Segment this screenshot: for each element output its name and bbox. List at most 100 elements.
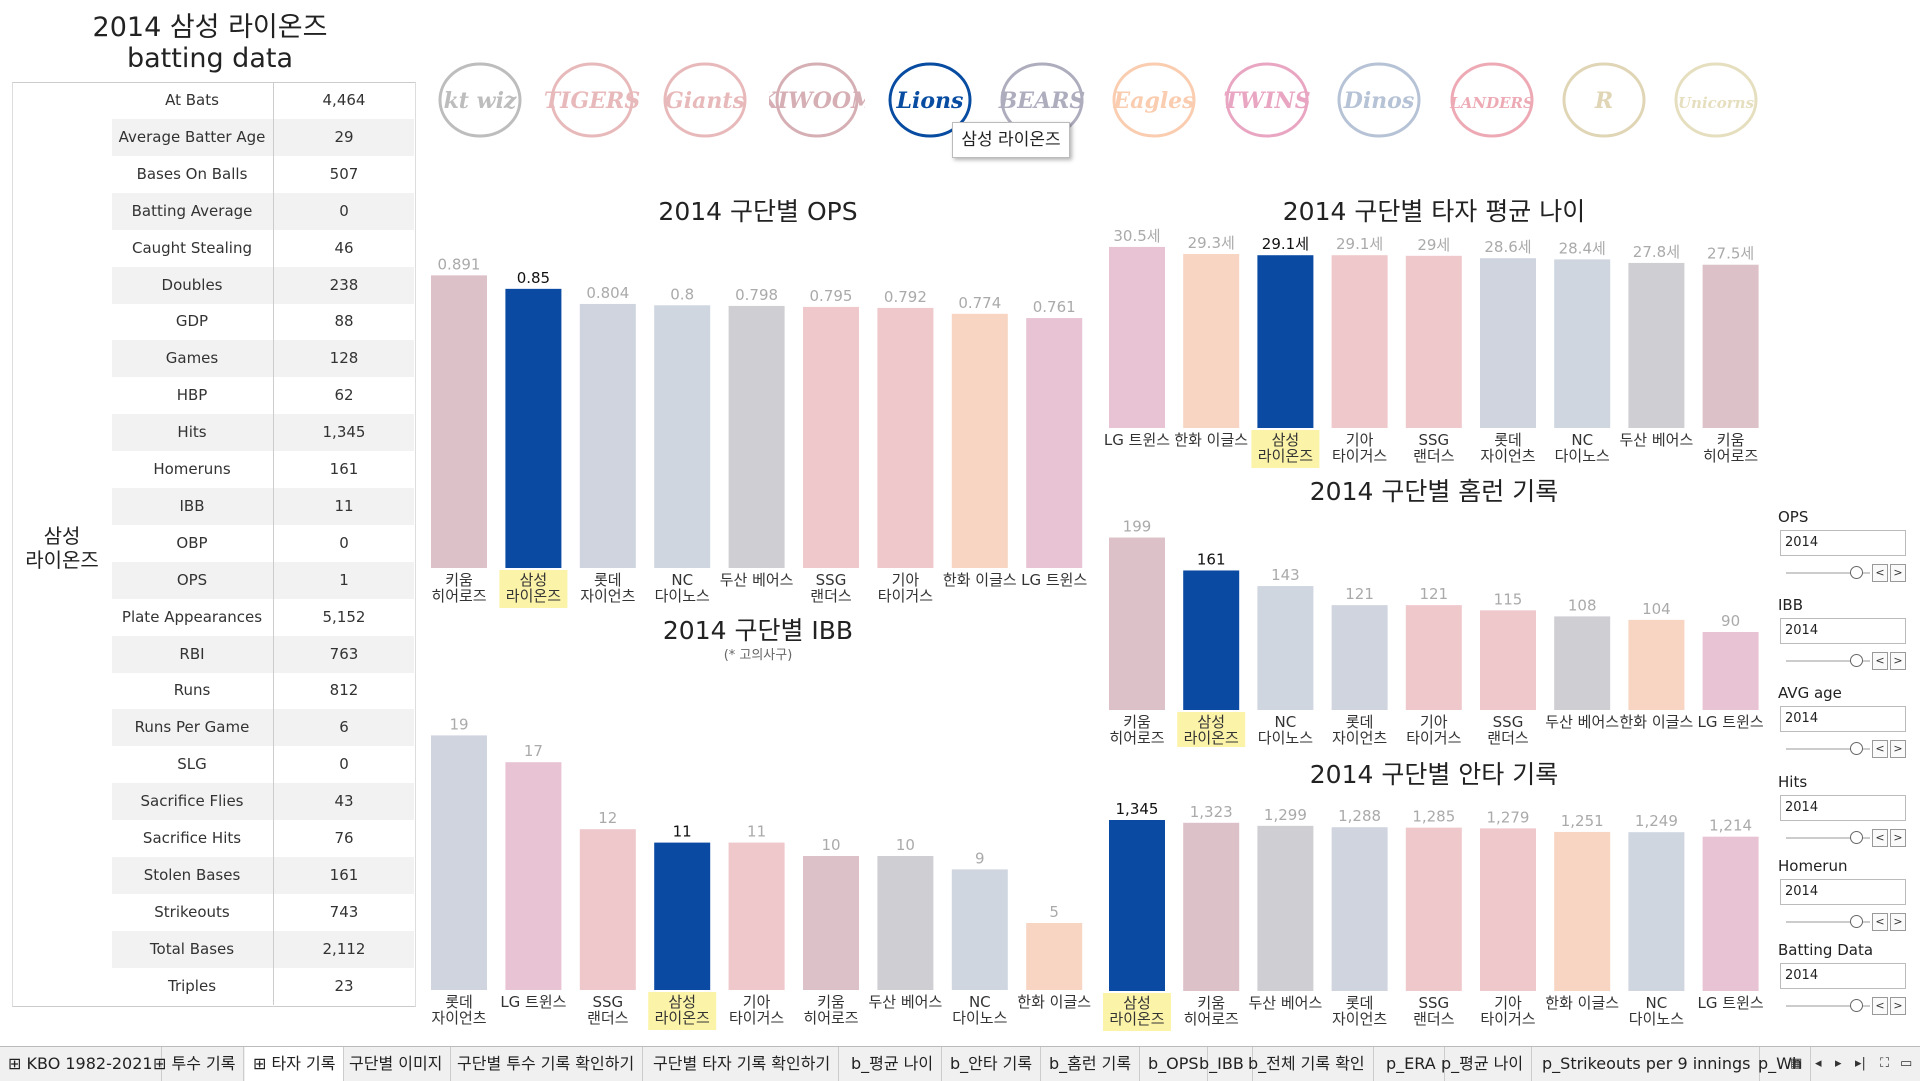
next-year-icon[interactable]: > [1890,740,1906,758]
bar[interactable] [1183,570,1240,710]
present-icon[interactable]: ▭ [1900,1056,1913,1071]
giants-logo[interactable]: Giants [657,56,753,146]
prev-year-icon[interactable]: < [1872,829,1888,847]
grid-view-icon[interactable]: ▦ [1790,1056,1803,1071]
sheet-tab[interactable]: p_평균 나이 [1433,1047,1533,1081]
bar[interactable] [1480,610,1536,710]
bar[interactable] [505,288,562,568]
bar[interactable] [1026,318,1083,568]
bar[interactable] [505,762,562,990]
sheet-tab[interactable]: ⊞ KBO 1982-2021 [0,1047,162,1081]
sheet-tab[interactable]: b_평균 나이 [843,1047,943,1081]
bar[interactable] [951,869,1008,990]
bar[interactable] [803,856,859,990]
filter-year-input[interactable]: 2014 [1780,618,1906,644]
bar[interactable] [1331,605,1388,710]
bar[interactable] [1405,827,1462,991]
bar[interactable] [1109,246,1165,428]
filter-year-input[interactable]: 2014 [1780,963,1906,989]
bar[interactable] [803,306,859,568]
slider-knob[interactable] [1850,654,1863,667]
bar[interactable] [1183,254,1240,428]
bar[interactable] [1628,619,1685,710]
kt-wiz-logo[interactable]: kt wiz [432,56,528,146]
year-slider[interactable]: < > [1778,562,1918,584]
sheet-tab[interactable]: p_ERA [1378,1047,1445,1081]
raiders-logo[interactable]: R [1556,56,1652,146]
bar[interactable] [1109,819,1165,991]
year-slider[interactable]: < > [1778,911,1918,933]
filter-year-input[interactable]: 2014 [1780,706,1906,732]
bar[interactable] [1554,616,1611,710]
bar[interactable] [877,856,934,990]
sheet-tab[interactable]: 구단별 타자 기록 확인하기 [645,1047,840,1081]
bar[interactable] [1702,632,1759,710]
bar[interactable] [1702,264,1759,428]
slider-knob[interactable] [1850,566,1863,579]
eagles-logo[interactable]: Eagles [1106,56,1202,146]
bar[interactable] [1405,255,1462,428]
next-year-icon[interactable]: > [1890,997,1906,1015]
year-slider[interactable]: < > [1778,738,1918,760]
sheet-tab[interactable]: 구단별 이미지 [341,1047,452,1081]
bar[interactable] [728,842,785,990]
bar[interactable] [1628,262,1685,428]
bar[interactable] [1257,586,1314,710]
bar[interactable] [579,303,636,568]
prev-year-icon[interactable]: < [1872,997,1888,1015]
bar[interactable] [1257,825,1314,991]
prev-year-icon[interactable]: < [1872,913,1888,931]
filter-year-input[interactable]: 2014 [1780,879,1906,905]
bar[interactable] [1109,537,1165,710]
year-slider[interactable]: < > [1778,995,1918,1017]
bar[interactable] [654,842,711,990]
prev-year-icon[interactable]: < [1872,564,1888,582]
prev-year-icon[interactable]: < [1872,740,1888,758]
bar[interactable] [654,305,711,568]
sheet-tab[interactable]: ⊞ 투수 기록 [145,1047,245,1081]
sheet-tab[interactable]: 구단별 투수 기록 확인하기 [449,1047,644,1081]
bar[interactable] [1554,831,1611,991]
sheet-tab[interactable]: p_Wh [1750,1047,1812,1081]
bears-logo[interactable]: BEARS [994,56,1090,146]
sheet-tab[interactable]: b_홈런 기록 [1041,1047,1141,1081]
bar[interactable] [877,307,934,568]
sheet-tab[interactable]: b_OPS [1140,1047,1208,1081]
slider-knob[interactable] [1850,999,1863,1012]
bar[interactable] [951,313,1008,568]
bar[interactable] [1480,258,1536,428]
sheet-tab[interactable]: b_안타 기록 [942,1047,1042,1081]
next-year-icon[interactable]: > [1890,829,1906,847]
bar[interactable] [1554,259,1611,428]
bar[interactable] [1702,836,1759,991]
prev-sheet-icon[interactable]: ◂ [1815,1056,1822,1071]
filter-year-input[interactable]: 2014 [1780,795,1906,821]
year-slider[interactable]: < > [1778,650,1918,672]
kiwoom-logo[interactable]: KIWOOM [769,56,865,146]
bar[interactable] [1331,255,1388,428]
bar[interactable] [1026,923,1083,990]
tigers-logo[interactable]: TIGERS [544,56,640,146]
next-year-icon[interactable]: > [1890,913,1906,931]
sheet-tab[interactable]: ⊞ 타자 기록 [245,1047,345,1081]
sheet-tab[interactable]: b_IBB [1191,1047,1253,1081]
bar[interactable] [1183,822,1240,991]
slider-knob[interactable] [1850,742,1863,755]
year-slider[interactable]: < > [1778,827,1918,849]
bar[interactable] [1628,832,1685,991]
bar[interactable] [728,305,785,568]
next-year-icon[interactable]: > [1890,564,1906,582]
bar[interactable] [579,829,636,990]
twins-logo[interactable]: TWINS [1219,56,1315,146]
slider-knob[interactable] [1850,831,1863,844]
unicorns-logo[interactable]: Unicorns [1668,56,1764,146]
bar[interactable] [1405,605,1462,710]
bar[interactable] [1480,828,1536,991]
filter-year-input[interactable]: 2014 [1780,530,1906,556]
dinos-logo[interactable]: Dinos [1331,56,1427,146]
bar[interactable] [1331,827,1388,991]
bar[interactable] [431,735,487,990]
bar[interactable] [1257,255,1314,428]
bar[interactable] [431,275,487,568]
prev-year-icon[interactable]: < [1872,652,1888,670]
